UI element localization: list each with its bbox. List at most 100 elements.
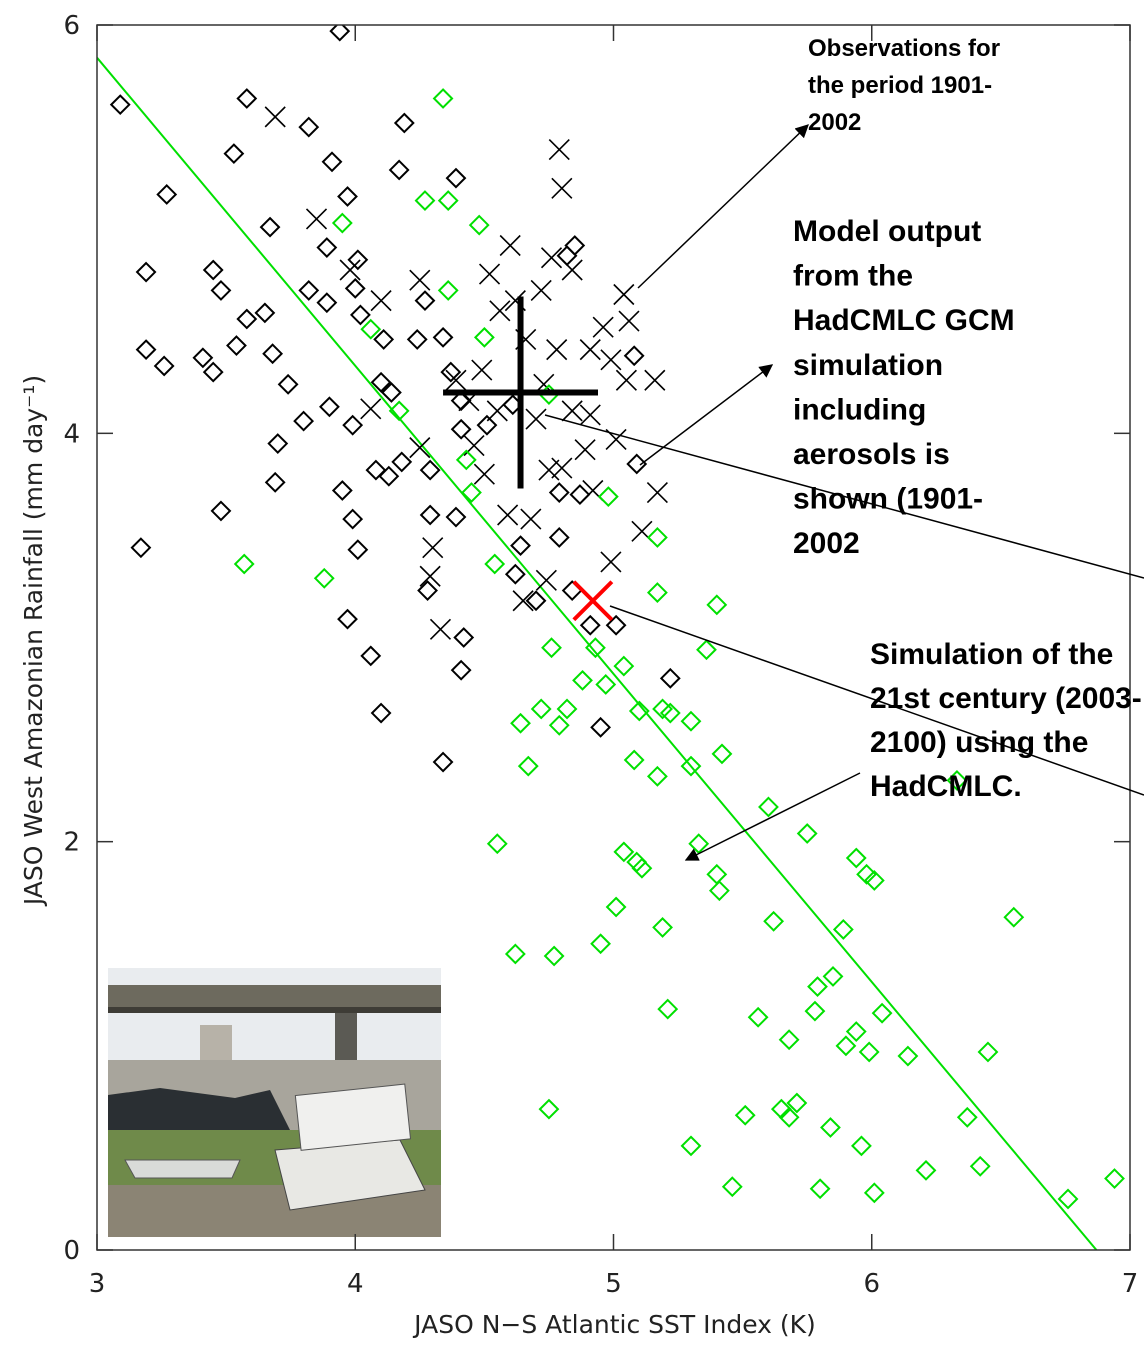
diamond-point [721, 1176, 743, 1198]
diamond-point [631, 857, 653, 879]
fit-line [97, 57, 1098, 1250]
cross-point [473, 463, 495, 485]
diamond-point [453, 627, 475, 648]
diamond-point [316, 237, 338, 258]
diamond-point [590, 933, 612, 955]
photo-sheds [108, 1088, 290, 1132]
diamond-point [393, 112, 415, 134]
diamond-point [510, 712, 531, 734]
diamond-point [579, 614, 601, 636]
diamond-point [1104, 1168, 1125, 1189]
cross-point [538, 459, 560, 481]
diamond-point [254, 302, 276, 324]
cross-point [471, 359, 493, 381]
diamond-point [541, 637, 562, 659]
cross-point [644, 369, 666, 391]
diamond-point [530, 698, 552, 720]
diamond-point [510, 535, 531, 557]
diamond-point [680, 710, 702, 732]
cross-point [409, 437, 431, 459]
diamond-point [763, 910, 785, 932]
diamond-point [414, 290, 436, 312]
diamond-point [321, 151, 343, 173]
photo-inset [108, 968, 441, 1237]
cross-point [419, 565, 441, 587]
diamond-point [623, 749, 645, 771]
annotation: 21st century (2003- [870, 682, 1142, 715]
diamond-point [897, 1045, 919, 1067]
diamond-point [388, 159, 410, 181]
diamond-point [156, 184, 178, 205]
diamond-point [109, 94, 131, 116]
cross-point [561, 400, 583, 422]
diamond-point [758, 796, 779, 818]
diamond-point [373, 329, 395, 350]
diamond-point [331, 212, 353, 234]
diamond-point [796, 823, 818, 844]
diamond-point [347, 539, 369, 561]
diamond-point [342, 508, 364, 530]
diamond-point [331, 480, 353, 501]
diamond-point [946, 770, 968, 791]
annotation: aerosols is [793, 438, 950, 471]
diamond-point [298, 280, 320, 301]
diamond-point [652, 917, 673, 938]
diamond-point [1057, 1188, 1079, 1210]
diamond-point [210, 280, 232, 301]
diamond-point [135, 339, 157, 361]
arrow [639, 364, 774, 466]
diamond-point [277, 373, 299, 395]
diamond-point [804, 1000, 826, 1022]
diamond-point [468, 214, 490, 236]
annotation: 2100) using the [870, 726, 1088, 759]
diamond-point [236, 88, 258, 109]
diamond-point [419, 504, 441, 526]
cross-point [540, 247, 563, 269]
diamond-point [585, 637, 606, 659]
cross-point [339, 259, 361, 281]
diamond-point [445, 506, 467, 528]
diamond-point [977, 1041, 999, 1063]
photo-bridge-shadow [108, 1007, 441, 1013]
diamond-point [450, 659, 472, 681]
diamond-point [646, 527, 668, 548]
diamond-point [915, 1159, 937, 1181]
diamond-point [233, 553, 255, 575]
cross-point [600, 551, 622, 573]
diamond-point [437, 280, 459, 301]
pointer-line [544, 414, 1144, 579]
annotation: from the [793, 260, 913, 293]
diamond-point [657, 998, 679, 1020]
diamond-point [130, 537, 152, 559]
diamond-point [858, 1041, 880, 1063]
diamond-point [626, 453, 648, 475]
diamond-point [440, 361, 462, 383]
cross-point [497, 504, 519, 526]
diamond-point [414, 190, 436, 211]
cross-point [579, 339, 601, 361]
diamond-point [747, 1006, 769, 1028]
diamond-point [432, 326, 454, 348]
diamond-point [298, 116, 320, 138]
cross-point [525, 408, 547, 430]
diamond-point [613, 655, 635, 677]
diamond-point [613, 841, 635, 863]
diamond-point [778, 1106, 800, 1128]
cross-point [574, 439, 596, 461]
diamond-point [845, 1021, 867, 1042]
diamond-point [711, 743, 733, 765]
diamond-point [360, 645, 382, 667]
diamond-point [659, 667, 681, 689]
diamond-point [437, 190, 459, 211]
cross-point [486, 400, 508, 422]
diamond-point [135, 261, 157, 283]
diamond-point [388, 400, 410, 422]
diamond-point [486, 833, 508, 855]
diamond-point [347, 249, 369, 271]
y-tick-label: 4 [63, 419, 80, 449]
diamond-point [835, 1035, 857, 1057]
diamond-point [569, 484, 591, 505]
diamond-point [432, 88, 454, 109]
diamond-point [590, 716, 612, 738]
